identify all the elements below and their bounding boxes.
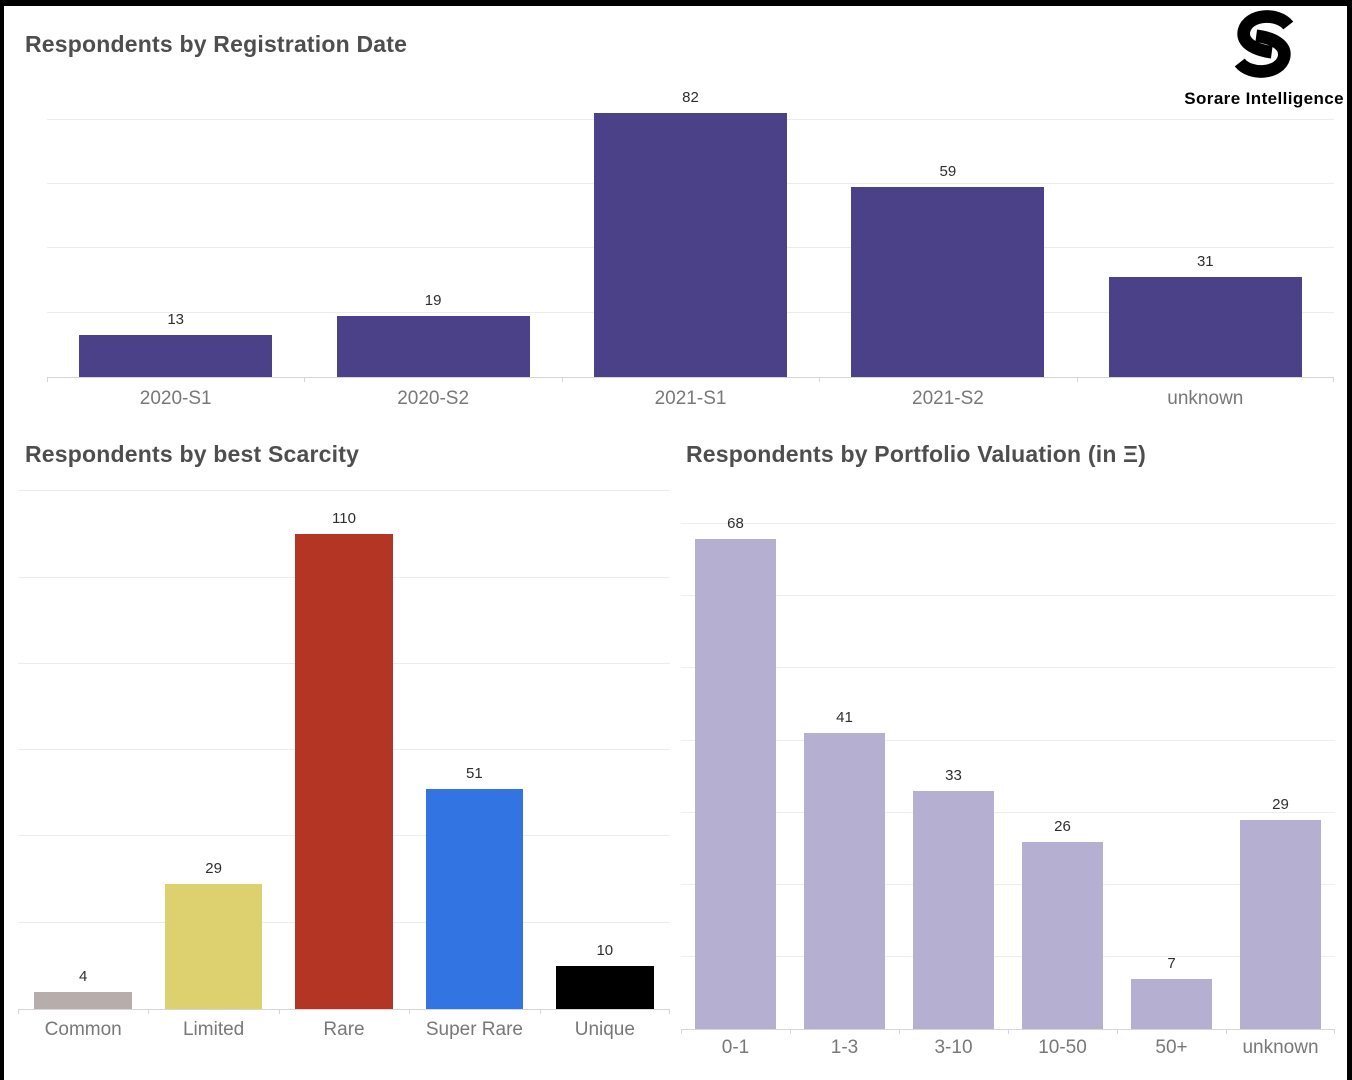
value-label: 4 [79,967,88,985]
x-axis-label: Super Rare [425,1019,523,1040]
bar-2021-s2 [851,187,1045,377]
registration-chart-plot-area: 13 19 82 59 31 [47,68,1334,382]
gridline [681,595,1335,597]
axis-tick [561,377,563,382]
scarcity-chart-plot-area: 4 29 110 51 10 [18,487,670,1014]
axis-tick [789,1029,791,1034]
bar-common [34,991,133,1009]
axis-tick [148,1009,150,1014]
x-axis-label: unknown [1167,388,1244,409]
x-axis-label: 10-50 [1038,1037,1087,1058]
x-axis-label: Limited [182,1019,245,1040]
axis-tick [669,1009,670,1014]
value-label: 41 [836,709,853,727]
value-label: 110 [332,510,356,528]
bar-unknown [1108,277,1302,377]
gridline [681,739,1335,741]
sorare-s-icon [1229,6,1299,87]
value-label: 29 [1272,795,1289,813]
axis-tick [278,1009,280,1014]
brand-logo: Sorare Intelligence [1184,6,1344,109]
axis-tick [819,377,821,382]
value-label: 29 [205,859,222,877]
bar-unknown [1239,819,1322,1029]
x-axis-label: 2021-S1 [654,388,727,409]
x-axis-label: 2020-S1 [139,388,212,409]
value-label: 59 [939,163,957,181]
x-axis-label: 2020-S2 [397,388,470,409]
x-axis-label: 3-10 [934,1037,973,1058]
axis-tick [409,1009,411,1014]
brand-logo-text: Sorare Intelligence [1184,89,1344,108]
value-label: 31 [1196,253,1214,271]
gridline [681,523,1335,525]
valuation-chart-x-axis-labels: 0-1 1-3 3-10 10-50 50+ unknown [681,1037,1335,1059]
gridline [681,883,1335,885]
valuation-chart-plot-area: 68 41 33 26 7 29 [681,514,1335,1034]
value-label: 10 [596,941,614,959]
axis-tick [681,1029,682,1034]
bar-10-50 [1021,841,1104,1029]
value-label: 26 [1054,817,1071,835]
scarcity-chart-x-axis-labels: Common Limited Rare Super Rare Unique [18,1019,670,1041]
axis-tick [1226,1029,1227,1034]
axis-tick [539,1009,541,1014]
value-label: 13 [167,311,185,329]
gridline [681,811,1335,813]
bar-2020-s1 [79,335,273,377]
value-label: 68 [727,514,744,532]
x-axis-label: Rare [323,1019,365,1040]
x-axis-label: Unique [574,1019,635,1040]
axis-tick [304,377,306,382]
axis-tick [1334,1029,1335,1034]
x-axis-label: 0-1 [721,1037,750,1058]
axis-tick [18,1009,19,1014]
axis-tick [1076,377,1078,382]
axis-tick [898,1029,900,1034]
value-label: 51 [466,764,483,782]
scarcity-chart-title: Respondents by best Scarcity [25,441,360,467]
registration-chart-x-axis-labels: 2020-S1 2020-S2 2021-S1 2021-S2 unknown [47,388,1334,410]
bar-0-1 [694,538,777,1029]
registration-chart-title: Respondents by Registration Date [25,31,408,57]
x-axis-label: 1-3 [830,1037,859,1058]
bar-50- [1130,978,1213,1029]
axis-tick [47,377,48,382]
axis-tick [1333,377,1334,382]
gridline [18,490,670,492]
bar-2021-s1 [593,113,788,377]
bar-limited [164,883,263,1009]
x-axis-label: Common [44,1019,122,1040]
gridline [681,955,1335,957]
x-axis-label: unknown [1242,1037,1319,1058]
value-label: 19 [424,291,442,309]
bar-2020-s2 [336,315,530,377]
value-label: 33 [945,767,962,785]
bar-unique [555,965,654,1009]
value-label: 7 [1167,954,1176,972]
gridline [681,667,1335,669]
bar-rare [295,534,393,1009]
value-label: 82 [682,89,699,107]
valuation-chart-title: Respondents by Portfolio Valuation (in Ξ… [686,441,1147,467]
bar-super-rare [425,788,524,1009]
axis-tick [1008,1029,1009,1034]
bar-1-3 [803,733,886,1029]
axis-tick [1116,1029,1118,1034]
x-axis-label: 2021-S2 [912,388,984,409]
x-axis-label: 50+ [1155,1037,1188,1058]
bar-3-10 [912,791,995,1029]
